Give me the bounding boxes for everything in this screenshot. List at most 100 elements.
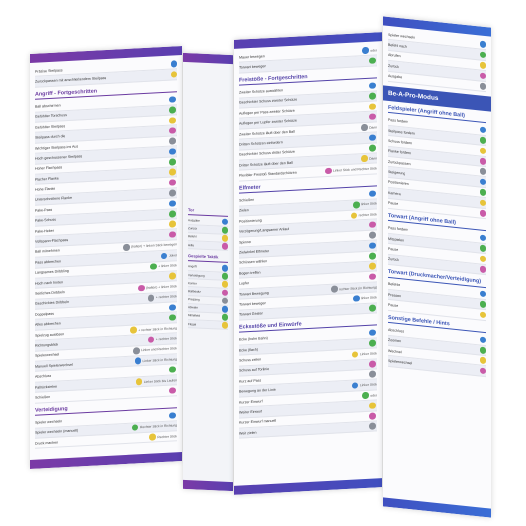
- panel-content: Spieler wechseln Befehl nach Abrufen Zurück…: [383, 29, 491, 377]
- item-label: Gefühlter Steilpass: [35, 123, 66, 130]
- item-value: linker Stick: [361, 201, 377, 207]
- item-control: [369, 113, 377, 121]
- item-control: [479, 136, 486, 144]
- controller-button-icon: [369, 221, 376, 229]
- item-control: [369, 190, 377, 198]
- controller-button-icon: [479, 188, 486, 196]
- item-label: Steilpass fordern: [388, 128, 415, 136]
- list: Pass fordern Steilpass fordern Schuss ford…: [388, 115, 486, 220]
- item-label: Abschluss: [388, 327, 405, 334]
- item-label: Angriff: [188, 264, 197, 269]
- list: Spieler wechseln Befehl nach Abrufen Zurück…: [388, 29, 486, 93]
- item-label: Pressen: [388, 292, 402, 298]
- item-label: Torwart Bewegung: [239, 290, 269, 297]
- item-control: [169, 314, 177, 322]
- item-control: [169, 96, 177, 103]
- item-label: Schuss fordern: [388, 138, 413, 146]
- item-label: Ball mitnehmen: [35, 248, 60, 255]
- controller-button-icon: [149, 433, 156, 441]
- item-control: + rechter Stick: [147, 293, 177, 302]
- item-label: Schießen: [239, 197, 255, 203]
- item-label: Spieler wechseln: [35, 419, 63, 425]
- item-label: Vollspann-Flachpass: [35, 238, 69, 244]
- controller-button-icon: [221, 242, 228, 250]
- item-label: Bogen treffen: [239, 270, 261, 276]
- item-control: [479, 356, 486, 365]
- item-control: [169, 387, 177, 394]
- item-label: Ausgabe: [388, 74, 403, 80]
- item-control: [479, 72, 486, 80]
- item-control: [369, 134, 377, 141]
- item-label: Kamera: [388, 190, 401, 197]
- item-control: [369, 329, 377, 337]
- item-label: Spielzug auslösen: [35, 331, 65, 338]
- panel-narrow: Tor Ausgabe Zurück Befehl Hilfe Gespielte T…: [183, 52, 233, 492]
- controller-button-icon: [221, 281, 228, 288]
- item-control: [369, 92, 377, 100]
- penalty-list: Schießen Zielen linker Stick Positionierung…: [239, 188, 377, 321]
- item-control: [369, 412, 377, 420]
- controller-button-icon: [169, 303, 176, 311]
- controller-button-icon: [479, 126, 486, 134]
- controller-button-icon: [479, 61, 486, 69]
- item-label: Hoher Flachpass: [35, 165, 63, 172]
- item-label: Lupfer: [239, 281, 250, 286]
- item-control: (halten) + linker Stick: [138, 283, 177, 292]
- item-control: [479, 147, 486, 155]
- controller-button-icon: [369, 412, 376, 420]
- item-label: Zurückpassen: [388, 159, 411, 166]
- list-item: Flügel: [188, 320, 228, 331]
- item-label: Spieler wechseln: [388, 32, 416, 40]
- item-value: (halten) + linken Stick bewegen: [131, 242, 177, 250]
- item-value: linker Stick: [361, 295, 377, 301]
- controller-button-icon: [479, 51, 486, 59]
- controller-button-icon: [221, 218, 228, 226]
- item-control: [221, 272, 228, 280]
- item-control: [221, 218, 228, 226]
- controller-button-icon: [479, 356, 486, 365]
- panel-content: Präzise Steilpass Zurückpassen mit ansch…: [35, 59, 177, 450]
- controller-button-icon: [479, 244, 486, 252]
- item-label: Weit zielen: [239, 430, 257, 436]
- freekick-list: Zweiter Schütze auswählen Geschickter Sch…: [239, 80, 377, 182]
- controller-button-icon: [369, 329, 376, 337]
- controller-button-icon: [479, 300, 486, 309]
- item-control: [369, 360, 377, 368]
- item-label: Zielen: [239, 208, 249, 213]
- item-value: Rechter Stick: [157, 433, 177, 439]
- item-label: Befehle: [388, 282, 401, 288]
- item-label: Positionierung: [239, 218, 262, 224]
- item-label: Positionieren: [388, 180, 409, 187]
- controller-button-icon: [369, 190, 376, 198]
- item-control: Linker Stick bis Laufen: [135, 377, 177, 386]
- item-control: linker Stick: [353, 201, 377, 209]
- panel-content: Tor Ausgabe Zurück Befehl Hilfe Gespielte T…: [188, 203, 228, 331]
- controller-button-icon: [369, 252, 376, 260]
- item-control: [221, 289, 228, 297]
- item-control: [169, 366, 177, 374]
- controller-button-icon: [369, 242, 376, 249]
- item-label: Flanke fordern: [388, 149, 412, 156]
- panel-attack: Präzise Steilpass Zurückpassen mit ansch…: [30, 46, 182, 469]
- item-control: Rechter Stick in Richtung: [131, 422, 177, 432]
- item-control: [479, 290, 486, 298]
- item-value: rechter Stick: [358, 212, 377, 218]
- item-control: [221, 281, 228, 288]
- controller-button-icon: [479, 178, 486, 186]
- item-control: [169, 303, 177, 311]
- item-label: Hoch nach hinten: [35, 279, 63, 286]
- controller-button-icon: [123, 243, 130, 251]
- item-control: [221, 264, 228, 272]
- controller-button-icon: [131, 424, 139, 432]
- item-value: Linker Stick: [359, 351, 377, 357]
- item-control: Dann: [361, 124, 377, 131]
- item-control: [369, 402, 377, 409]
- controller-button-icon: [369, 262, 376, 270]
- panel-top-band: [183, 52, 233, 65]
- item-control: [169, 116, 177, 124]
- controller-button-icon: [170, 60, 177, 68]
- item-control: [169, 106, 177, 114]
- item-control: [479, 367, 486, 375]
- list: Angriff Verteidigung Konter Ballbesitz Press…: [188, 262, 228, 331]
- item-label: Fake-Pass: [35, 207, 53, 213]
